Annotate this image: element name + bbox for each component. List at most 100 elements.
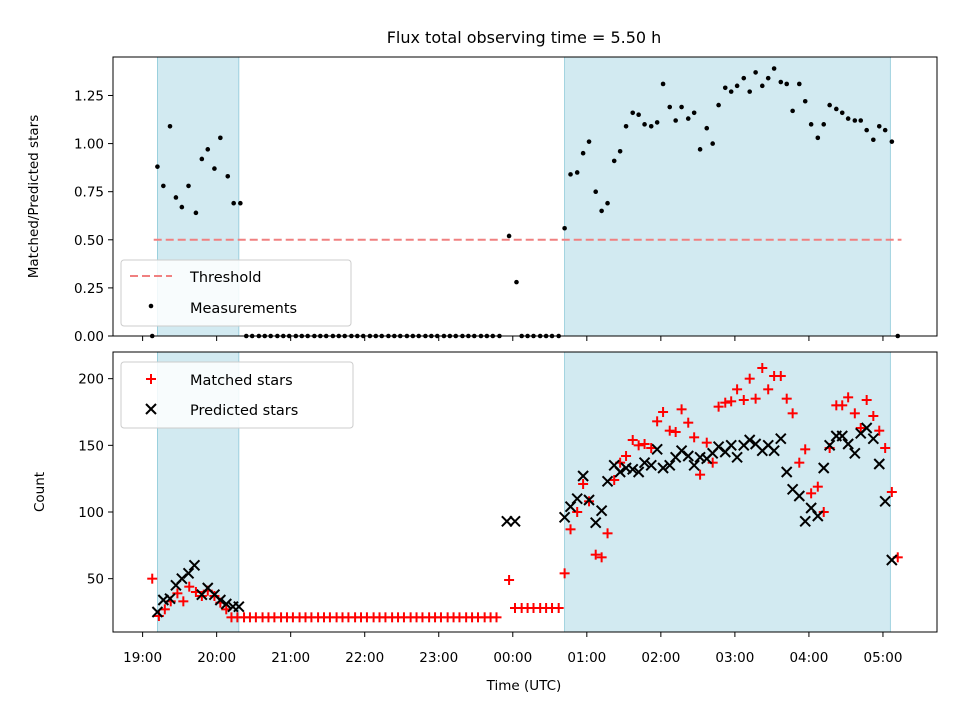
legend-measurement-swatch bbox=[148, 303, 154, 309]
measurement-point bbox=[864, 127, 869, 133]
x-tick-label: 21:00 bbox=[271, 650, 310, 666]
predicted-star-point bbox=[743, 434, 756, 446]
measurement-point bbox=[205, 147, 211, 152]
predicted-stars-points bbox=[151, 422, 898, 618]
predicted-star-point bbox=[664, 459, 676, 472]
matched-star-point bbox=[812, 481, 823, 492]
measurement-point bbox=[808, 122, 814, 127]
measurement-point bbox=[568, 172, 573, 177]
measurement-point bbox=[771, 66, 777, 71]
predicted-star-point bbox=[731, 451, 743, 464]
predicted-star-point bbox=[812, 510, 824, 522]
predicted-star-point bbox=[886, 554, 898, 566]
measurement-point bbox=[871, 137, 876, 143]
measurement-point bbox=[199, 156, 205, 162]
matched-star-point bbox=[670, 427, 681, 437]
legend-frame bbox=[120, 361, 354, 429]
measurement-point bbox=[580, 150, 586, 156]
predicted-star-point bbox=[781, 466, 793, 478]
measurement-point bbox=[704, 125, 710, 131]
predicted-star-point bbox=[793, 490, 806, 502]
matched-star-point bbox=[726, 396, 737, 407]
matched-star-point bbox=[713, 401, 724, 412]
predicted-star-point bbox=[860, 422, 873, 434]
figure-title: Flux total observing time = 5.50 h bbox=[387, 28, 662, 47]
predicted-star-point bbox=[627, 463, 639, 476]
matched-star-point bbox=[886, 487, 897, 497]
predicted-star-point bbox=[188, 559, 201, 572]
measurement-point bbox=[193, 210, 199, 216]
matched-star-point bbox=[732, 384, 743, 395]
top-y-ticks: 0.00 0.25 0.50 0.75 1.00 1.25 bbox=[74, 88, 113, 345]
measurement-point bbox=[155, 164, 160, 169]
matched-star-point bbox=[720, 397, 731, 408]
predicted-star-point bbox=[638, 456, 651, 469]
matched-stars-points bbox=[147, 363, 903, 623]
measurement-point bbox=[685, 116, 691, 121]
bottom-y-axis-label: Count bbox=[32, 472, 48, 512]
matched-star-point bbox=[565, 524, 576, 535]
measurement-point bbox=[889, 139, 895, 144]
matched-star-point bbox=[781, 393, 792, 404]
matched-star-point bbox=[147, 573, 158, 584]
measurement-point bbox=[827, 102, 832, 108]
y-tick-label: 1.00 bbox=[74, 137, 104, 153]
measurement-point bbox=[722, 85, 728, 91]
matched-star-point bbox=[596, 552, 607, 563]
measurement-point bbox=[747, 89, 752, 94]
matched-star-point bbox=[559, 568, 570, 579]
matched-star-point bbox=[763, 384, 774, 395]
matched-star-point bbox=[639, 439, 650, 449]
predicted-star-point bbox=[164, 592, 176, 605]
shaded-region-2 bbox=[564, 57, 891, 336]
y-tick-label: 1.25 bbox=[74, 88, 104, 104]
x-tick-label: 23:00 bbox=[419, 650, 458, 666]
matched-star-point bbox=[553, 603, 564, 613]
matched-star-point bbox=[849, 408, 860, 419]
measurement-point bbox=[514, 279, 519, 285]
legend-label: Measurements bbox=[190, 301, 297, 317]
measurement-point bbox=[506, 233, 512, 239]
predicted-star-point bbox=[220, 598, 232, 610]
matched-star-point bbox=[750, 393, 761, 404]
predicted-star-point bbox=[214, 594, 227, 606]
matched-star-point bbox=[578, 479, 589, 489]
predicted-star-point bbox=[725, 439, 737, 452]
matched-star-point bbox=[880, 443, 891, 453]
predicted-star-point bbox=[558, 511, 571, 524]
measurement-point bbox=[753, 70, 758, 75]
measurement-point bbox=[636, 112, 641, 118]
matched-star-point bbox=[855, 423, 866, 433]
x-tick-label: 02:00 bbox=[641, 650, 680, 666]
matched-star-point bbox=[652, 416, 663, 427]
y-tick-label: 100 bbox=[78, 505, 104, 521]
y-tick-label: 150 bbox=[78, 438, 104, 454]
x-tick-label: 19:00 bbox=[123, 650, 162, 666]
predicted-star-point bbox=[571, 492, 583, 505]
predicted-star-point bbox=[842, 438, 854, 450]
x-tick-label: 05:00 bbox=[864, 650, 903, 666]
matched-star-point bbox=[602, 528, 613, 539]
matched-star-point bbox=[609, 475, 620, 485]
predicted-star-point bbox=[768, 444, 780, 457]
matched-star-point bbox=[806, 488, 817, 499]
matched-star-point bbox=[800, 444, 811, 455]
bottom-x-ticks: 19:00 20:00 21:00 22:00 23:00 00:00 01:00 02:00… bbox=[123, 632, 902, 666]
measurement-point bbox=[710, 141, 715, 146]
measurement-point bbox=[839, 110, 845, 116]
predicted-star-point bbox=[583, 494, 595, 506]
matched-star-point bbox=[633, 440, 644, 451]
matched-star-point bbox=[787, 408, 798, 419]
measurement-point bbox=[218, 135, 223, 141]
x-tick-label: 01:00 bbox=[567, 650, 606, 666]
legend-predicted-swatch bbox=[145, 403, 157, 415]
measurement-point bbox=[821, 122, 827, 127]
measurement-point bbox=[734, 83, 740, 89]
measurement-point bbox=[642, 122, 647, 127]
measurement-point bbox=[623, 123, 629, 129]
matched-star-point bbox=[689, 432, 700, 443]
top-x-ticks bbox=[142, 336, 884, 341]
x-tick-label: 22:00 bbox=[345, 650, 384, 666]
measurement-point bbox=[697, 147, 703, 152]
measurement-point bbox=[167, 123, 173, 129]
